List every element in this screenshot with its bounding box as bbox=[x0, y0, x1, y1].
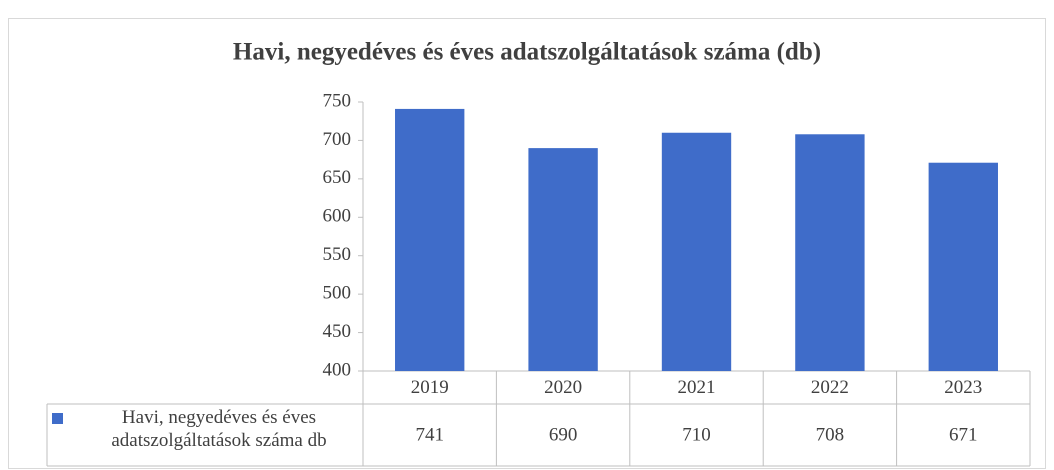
legend-label: Havi, negyedéves és éves adatszolgáltatá… bbox=[111, 407, 327, 451]
y-tick-label: 650 bbox=[323, 167, 352, 188]
y-tick-label: 550 bbox=[323, 244, 352, 265]
legend-marker bbox=[52, 413, 63, 424]
chart-border bbox=[8, 18, 1046, 469]
table-value: 671 bbox=[949, 424, 978, 445]
x-tick-label: 2022 bbox=[811, 377, 849, 398]
y-tick-label: 400 bbox=[323, 359, 352, 380]
y-tick-label: 600 bbox=[323, 206, 352, 227]
chart-title: Havi, negyedéves és éves adatszolgáltatá… bbox=[233, 39, 821, 66]
bar bbox=[928, 162, 998, 371]
y-tick-label: 500 bbox=[323, 283, 352, 304]
bar bbox=[528, 148, 598, 371]
bar bbox=[661, 132, 732, 371]
x-tick-label: 2023 bbox=[944, 377, 982, 398]
y-tick-label: 450 bbox=[323, 321, 352, 342]
y-tick-label: 750 bbox=[323, 90, 352, 111]
table-value: 741 bbox=[415, 424, 444, 445]
x-tick-label: 2019 bbox=[411, 377, 449, 398]
bar bbox=[395, 108, 465, 371]
bar bbox=[795, 134, 865, 371]
table-value: 710 bbox=[682, 424, 711, 445]
y-tick-label: 700 bbox=[323, 129, 352, 150]
x-tick-label: 2020 bbox=[544, 377, 582, 398]
x-tick-label: 2021 bbox=[678, 377, 716, 398]
table-value: 708 bbox=[816, 424, 845, 445]
table-value: 690 bbox=[549, 424, 578, 445]
